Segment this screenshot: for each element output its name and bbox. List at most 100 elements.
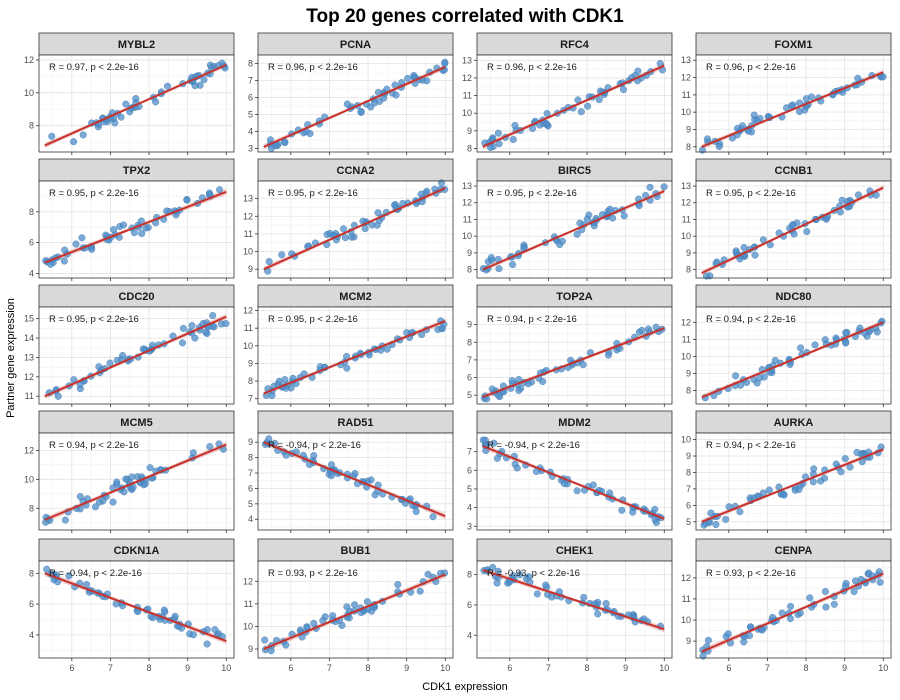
y-tick-label: 10 [462, 231, 472, 241]
correlation-annotation: R = 0.96, p < 2.2e-16 [706, 62, 796, 73]
data-point [394, 581, 402, 589]
data-point [109, 226, 117, 234]
panel-border [695, 54, 892, 153]
panel-mybl2: MYBL2 R = 0.97, p < 2.2e-16 8 10 12 [24, 32, 235, 155]
y-tick-label: 9 [467, 248, 472, 258]
panel-border [38, 54, 235, 153]
data-point [265, 435, 273, 443]
data-point [122, 100, 130, 108]
data-point [122, 475, 130, 483]
panel-foxm1: FOXM1 R = 0.96, p < 2.2e-16 8 9 10 11 12 13 [681, 32, 892, 155]
data-point [704, 636, 712, 644]
data-point [146, 464, 154, 472]
correlation-annotation: R = 0.97, p < 2.2e-16 [49, 62, 139, 73]
data-point [579, 361, 587, 369]
data-point [351, 470, 359, 478]
data-point [76, 493, 84, 501]
panel-title: BIRC5 [558, 165, 591, 177]
data-point [206, 443, 214, 451]
data-point [577, 108, 585, 116]
y-tick-label: 10 [681, 351, 691, 361]
panel-border [257, 560, 454, 659]
data-point [765, 486, 773, 494]
panel-border [695, 306, 892, 405]
panel-title: CCNA2 [337, 165, 375, 177]
x-tick-label: 6 [507, 663, 512, 673]
correlation-annotation: R = 0.94, p < 2.2e-16 [706, 314, 796, 325]
data-point [490, 439, 498, 447]
panel-title: RFC4 [560, 39, 590, 51]
y-tick-label: 8 [29, 121, 34, 131]
data-point [810, 465, 818, 473]
data-point [606, 205, 614, 213]
y-tick-label: 8 [248, 453, 253, 463]
panel-mdm2: MDM2 R = -0.94, p < 2.2e-16 3 4 5 6 7 [467, 410, 673, 533]
fit-line [482, 190, 665, 271]
data-point [141, 480, 149, 488]
y-tick-label: 8 [248, 59, 253, 69]
data-point [509, 261, 517, 269]
panel-border [38, 306, 235, 405]
data-point [618, 506, 626, 514]
panel-cdc20: CDC20 R = 0.95, p < 2.2e-16 11 12 13 14 15 [24, 284, 235, 407]
data-point [216, 186, 224, 194]
data-point [438, 325, 446, 333]
data-point [629, 508, 637, 516]
data-point [495, 265, 503, 273]
data-point [790, 230, 798, 238]
data-point [791, 486, 799, 494]
fit-line [44, 315, 227, 398]
data-point [509, 135, 517, 143]
data-point [797, 344, 805, 352]
data-point [83, 581, 91, 589]
data-point [142, 224, 150, 232]
y-tick-label: 8 [467, 265, 472, 275]
x-tick-label: 7 [765, 663, 770, 673]
x-tick-label: 9 [185, 663, 190, 673]
data-point [351, 601, 359, 609]
panel-border [476, 306, 673, 405]
data-point [210, 323, 218, 331]
panel-tpx2: TPX2 R = 0.95, p < 2.2e-16 4 6 8 [29, 158, 235, 281]
y-tick-label: 4 [248, 127, 253, 137]
correlation-annotation: R = -0.94, p < 2.2e-16 [268, 440, 361, 451]
y-tick-label: 6 [467, 600, 472, 610]
data-point [830, 600, 838, 608]
y-tick-label: 6 [29, 599, 34, 609]
x-tick-label: 8 [585, 663, 590, 673]
data-point [281, 376, 289, 384]
data-point [265, 258, 273, 266]
data-point [842, 339, 850, 347]
correlation-annotation: R = 0.96, p < 2.2e-16 [268, 62, 358, 73]
data-point [278, 251, 286, 259]
fit-line [482, 445, 665, 520]
data-point [373, 221, 381, 229]
data-point [412, 508, 420, 516]
y-tick-label: 11 [682, 334, 691, 344]
data-point [584, 102, 592, 110]
gridlines [258, 54, 453, 152]
panel-title: MCM5 [120, 417, 152, 429]
panel-border [257, 432, 454, 531]
y-tick-label: 7 [467, 355, 472, 365]
y-tick-label: 10 [243, 341, 253, 351]
panel-title: AURKA [774, 417, 814, 429]
data-point [846, 463, 854, 471]
fit-line [701, 448, 884, 523]
data-point [113, 478, 121, 486]
fit-line [482, 327, 665, 398]
panel-cenpa: CENPA R = 0.93, p < 2.2e-16 9 10 11 12 6 7 8 9 10 [681, 538, 892, 673]
y-tick-label: 6 [686, 500, 691, 510]
y-tick-label: 14 [24, 333, 34, 343]
gridlines [696, 307, 891, 404]
y-tick-label: 12 [462, 73, 472, 83]
data-point [837, 468, 845, 476]
x-tick-label: 7 [546, 663, 551, 673]
data-point [281, 139, 289, 147]
data-point [128, 473, 136, 481]
correlation-annotation: R = 0.94, p < 2.2e-16 [49, 440, 139, 451]
data-point [88, 245, 96, 253]
y-tick-label: 10 [681, 615, 691, 625]
y-tick-label: 7 [248, 76, 253, 86]
x-tick-label: 6 [288, 663, 293, 673]
